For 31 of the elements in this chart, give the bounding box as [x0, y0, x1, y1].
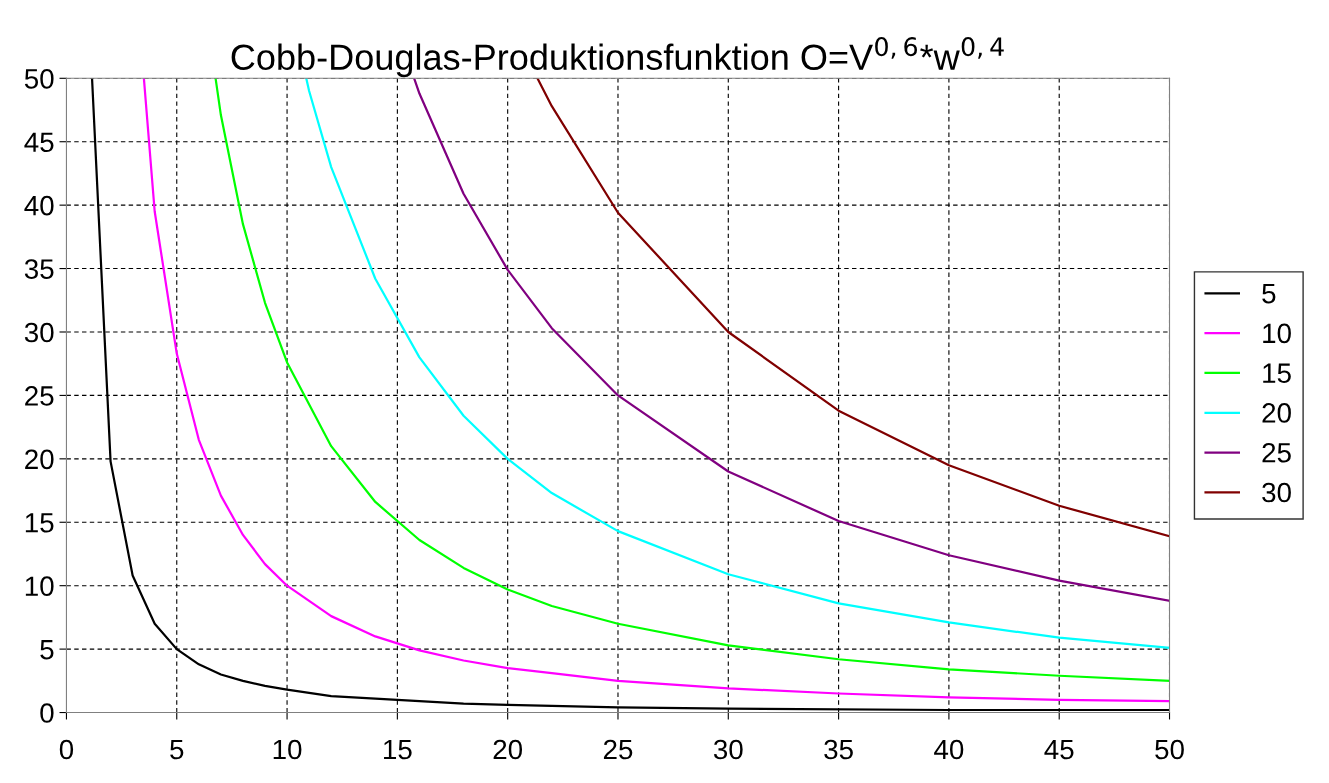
y-tick-label: 40 — [24, 195, 54, 216]
x-tick-label: 40 — [934, 739, 964, 760]
y-tick-label: 15 — [25, 513, 54, 533]
x-tick-label: 50 — [1155, 739, 1184, 760]
legend-label: 20 — [1262, 403, 1291, 423]
legend-label: 25 — [1262, 442, 1291, 463]
x-tick-label: 25 — [603, 739, 633, 760]
y-tick-label: 5 — [40, 640, 54, 660]
y-tick-label: 35 — [24, 259, 54, 279]
chart-title: Cobb-Douglas-Produktionsfunktion O=V$^{0,6}$*w$^{0,4}$ — [231, 37, 1004, 78]
x-tick-label: 45 — [1044, 739, 1074, 760]
line-series — [536, 78, 1170, 538]
y-tick-label: 50 — [24, 68, 54, 89]
y-tick-label: 10 — [25, 576, 54, 597]
legend-label: 5 — [1262, 284, 1276, 304]
y-tick-label: 30 — [24, 322, 54, 343]
x-tick-label: 0 — [59, 739, 74, 760]
x-tick-label: 15 — [384, 739, 412, 760]
legend-label: 30 — [1262, 482, 1291, 503]
x-tick-label: 30 — [713, 739, 743, 760]
x-tick-label: 35 — [824, 739, 853, 760]
y-tick-label: 45 — [24, 132, 54, 153]
y-tick-label: 20 — [25, 449, 54, 470]
x-tick-label: 10 — [273, 739, 302, 760]
x-tick-label: 20 — [493, 739, 523, 760]
y-tick-label: 25 — [25, 386, 54, 406]
line-series — [413, 78, 1170, 603]
legend-label: 10 — [1263, 323, 1291, 344]
y-tick-label: 0 — [40, 703, 54, 723]
legend-label: 15 — [1263, 363, 1291, 383]
x-tick-label: 5 — [170, 739, 184, 760]
